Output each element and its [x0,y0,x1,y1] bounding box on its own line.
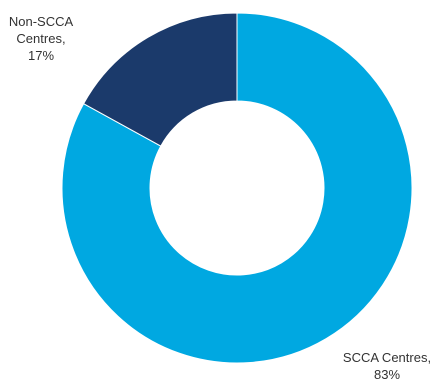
slice-non-scca-centres [82,12,238,147]
slice-label-scca: SCCA Centres, 83% [328,349,446,383]
slice-label-non-scca-line2: Centres, 17% [16,31,66,63]
slice-label-scca-line2: 83% [373,367,401,382]
slice-label-scca-line1: SCCA Centres, [342,350,432,365]
slice-scca-centres [61,12,413,364]
slice-label-non-scca-line1: Non-SCCA [8,14,74,29]
slice-label-non-scca: Non-SCCA Centres, 17% [2,13,80,64]
